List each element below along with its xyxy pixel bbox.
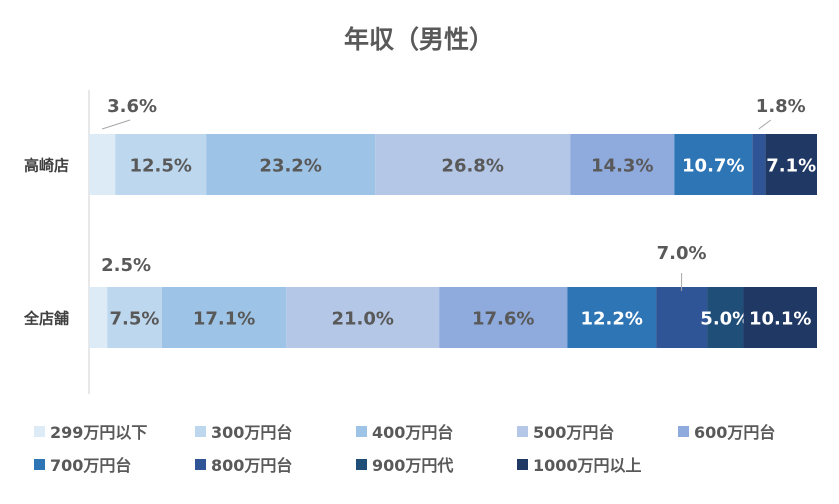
legend-label: 800万円台 xyxy=(211,456,292,475)
legend-item: 1000万円以上 xyxy=(517,456,642,475)
bar-segment xyxy=(765,134,817,195)
data-label: 21.0% xyxy=(332,309,394,330)
legend-swatch xyxy=(517,459,528,470)
bar-segment xyxy=(206,134,376,195)
bar-segment xyxy=(115,134,207,195)
data-label: 1.8% xyxy=(756,96,806,117)
data-label: 2.5% xyxy=(101,255,151,276)
legend-label: 299万円以下 xyxy=(50,423,147,442)
data-label: 7.0% xyxy=(657,243,707,264)
data-label: 12.5% xyxy=(129,156,191,177)
bar-segment xyxy=(161,287,287,348)
bar-segment xyxy=(674,134,753,195)
bars-group: 高崎店 3.6% 12.5% 23.2% 26.8% 14.3% 10.7% 1.8% 7.1%… xyxy=(23,96,817,348)
data-label: 14.3% xyxy=(591,156,653,177)
bar-segment xyxy=(707,287,744,348)
legend-item: 500万円台 xyxy=(517,423,614,442)
data-label: 10.7% xyxy=(682,156,744,177)
legend-label: 900万円代 xyxy=(372,456,453,475)
legend-swatch xyxy=(356,426,367,437)
bar-segment xyxy=(567,287,657,348)
bar-segment xyxy=(286,287,440,348)
legend-item: 800万円台 xyxy=(195,456,292,475)
legend-label: 600万円台 xyxy=(694,423,775,442)
legend: 299万円以下 300万円台 400万円台 500万円台 600万円台 700万円台 800… xyxy=(34,423,775,475)
legend-swatch xyxy=(517,426,528,437)
legend-swatch xyxy=(678,426,689,437)
legend-item: 600万円台 xyxy=(678,423,775,442)
data-label: 5.0% xyxy=(700,309,750,330)
category-label: 高崎店 xyxy=(24,157,69,175)
data-label: 17.1% xyxy=(193,309,255,330)
bar-segment xyxy=(743,287,817,348)
data-label: 26.8% xyxy=(441,156,503,177)
legend-label: 400万円台 xyxy=(372,423,453,442)
bar-segment xyxy=(656,287,708,348)
data-label: 10.1% xyxy=(749,309,811,330)
data-label: 12.2% xyxy=(580,309,642,330)
legend-swatch xyxy=(195,426,206,437)
legend-label: 700万円台 xyxy=(50,456,131,475)
bar-segment xyxy=(89,134,116,195)
bar-segment xyxy=(752,134,766,195)
leader-line xyxy=(101,119,131,130)
legend-item: 700万円台 xyxy=(34,456,131,475)
bar-segment xyxy=(107,287,162,348)
data-label: 23.2% xyxy=(259,156,321,177)
legend-item: 300万円台 xyxy=(195,423,292,442)
legend-item: 400万円台 xyxy=(356,423,453,442)
legend-swatch xyxy=(34,459,45,470)
leader-line xyxy=(758,119,772,130)
legend-swatch xyxy=(195,459,206,470)
data-label: 3.6% xyxy=(107,96,157,117)
bar-segment xyxy=(439,287,568,348)
bar-segment xyxy=(89,287,108,348)
data-label: 7.1% xyxy=(766,156,816,177)
legend-swatch xyxy=(356,459,367,470)
bar-segment xyxy=(570,134,675,195)
chart-title: 年収（男性） xyxy=(344,25,494,54)
legend-label: 500万円台 xyxy=(533,423,614,442)
legend-label: 1000万円以上 xyxy=(533,456,642,475)
data-label: 7.5% xyxy=(110,309,160,330)
legend-swatch xyxy=(34,426,45,437)
legend-item: 900万円代 xyxy=(356,456,453,475)
legend-label: 300万円台 xyxy=(211,423,292,442)
category-label: 全店舗 xyxy=(23,310,69,328)
legend-item: 299万円以下 xyxy=(34,423,147,442)
data-label: 17.6% xyxy=(472,309,534,330)
bar-segment xyxy=(375,134,571,195)
